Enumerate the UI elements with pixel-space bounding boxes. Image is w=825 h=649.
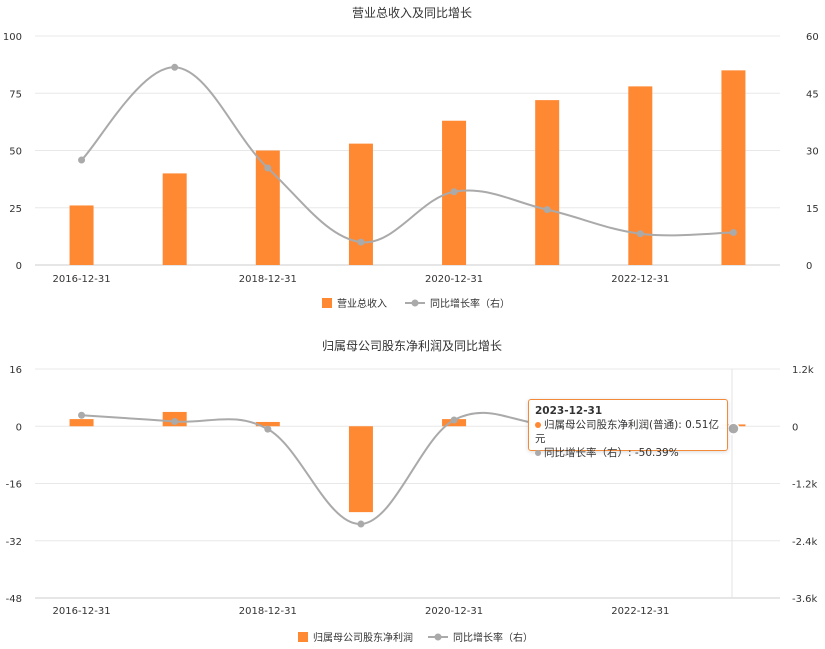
chart2-right-tick: -2.4k <box>792 537 818 548</box>
chart1-bar[interactable] <box>535 100 560 266</box>
chart1-bar[interactable] <box>162 173 187 265</box>
chart1-point[interactable] <box>636 230 644 238</box>
chart2-y-ticks: -48 -3.6k -32 -2.4k -16 -1.2k 0 0 16 1.2k <box>6 365 818 605</box>
tooltip: 2023-12-31 归属母公司股东净利润(普通): 0.51亿元 同比增长率（… <box>528 399 728 459</box>
chart1-x-ticks: 2016-12-31 2018-12-31 2020-12-31 2022-12-31 <box>53 274 670 285</box>
chart2-right-tick: -1.2k <box>792 480 818 491</box>
legend-line-marker <box>411 299 419 307</box>
chart1-points <box>78 63 737 246</box>
chart1-point[interactable] <box>450 188 458 196</box>
chart1-grid <box>35 35 780 266</box>
chart2-x-tick: 2020-12-31 <box>425 606 483 617</box>
chart2-right-tick: -3.6k <box>792 594 818 605</box>
tooltip-line-dot <box>535 450 541 456</box>
chart1-x-tick: 2016-12-31 <box>53 274 111 285</box>
chart1-right-tick: 45 <box>806 89 819 100</box>
chart1-point[interactable] <box>78 156 86 164</box>
chart1-bar[interactable] <box>69 205 94 265</box>
chart1-left-tick: 25 <box>9 204 22 215</box>
tooltip-row-growth: 同比增长率（右）: -50.39% <box>535 446 721 460</box>
chart1-right-tick: 60 <box>806 32 819 43</box>
chart2-left-tick: 16 <box>9 365 22 376</box>
chart1-left-tick: 100 <box>3 32 22 43</box>
chart2-point[interactable] <box>264 425 272 433</box>
chart2-title: 归属母公司股东净利润及同比增长 <box>322 339 502 353</box>
tooltip-title: 2023-12-31 <box>535 405 603 417</box>
chart1-x-tick: 2020-12-31 <box>425 274 483 285</box>
chart1-bar[interactable] <box>628 86 653 265</box>
chart2-left-tick: 0 <box>16 422 22 433</box>
chart1-bar[interactable] <box>348 143 373 265</box>
chart1-left-tick: 0 <box>16 261 22 272</box>
chart2-x-ticks: 2016-12-31 2018-12-31 2020-12-31 2022-12-31 <box>53 606 670 617</box>
chart1-left-tick: 50 <box>9 147 22 158</box>
chart1-bars <box>69 70 746 266</box>
chart2-bar[interactable] <box>348 426 373 513</box>
legend-bar-swatch <box>322 298 332 308</box>
chart1-right-tick: 30 <box>806 147 819 158</box>
chart2-right-tick: 0 <box>792 422 798 433</box>
chart1-point[interactable] <box>729 229 737 237</box>
tooltip-profit-text: 归属母公司股东净利润(普通): 0.51亿元 <box>535 419 719 445</box>
chart1-point[interactable] <box>264 164 272 172</box>
legend-growth-label: 同比增长率（右） <box>453 631 533 644</box>
chart2-x-tick: 2022-12-31 <box>611 606 669 617</box>
chart1-point[interactable] <box>171 63 179 71</box>
chart1-point[interactable] <box>357 238 365 246</box>
legend-revenue-label: 营业总收入 <box>337 297 387 310</box>
chart1-right-tick: 0 <box>806 261 812 272</box>
chart2-bar[interactable] <box>255 421 280 427</box>
chart2-point[interactable] <box>78 411 86 419</box>
tooltip-growth-text: 同比增长率（右）: -50.39% <box>544 447 679 459</box>
chart1-x-tick: 2022-12-31 <box>611 274 669 285</box>
chart2-point[interactable] <box>727 422 740 435</box>
chart2-x-tick: 2016-12-31 <box>53 606 111 617</box>
chart1-point[interactable] <box>543 206 551 214</box>
chart1-x-tick: 2018-12-31 <box>239 274 297 285</box>
legend-bar-swatch <box>298 632 308 642</box>
chart2-left-tick: -32 <box>6 537 22 548</box>
chart1-legend[interactable]: 营业总收入 同比增长率（右） <box>322 297 510 310</box>
chart2-legend[interactable]: 归属母公司股东净利润 同比增长率（右） <box>298 631 533 644</box>
chart1-y-ticks: 0 0 25 15 50 30 75 45 100 60 <box>3 32 819 272</box>
legend-profit-label: 归属母公司股东净利润 <box>313 631 413 644</box>
chart2-left-tick: -48 <box>6 594 22 605</box>
chart2-point[interactable] <box>357 520 365 528</box>
chart2-point[interactable] <box>171 417 179 425</box>
chart2-bar[interactable] <box>69 419 94 427</box>
tooltip-row-profit: 归属母公司股东净利润(普通): 0.51亿元 <box>535 418 721 446</box>
tooltip-bar-dot <box>535 422 541 428</box>
chart2-right-tick: 1.2k <box>792 365 814 376</box>
chart1-right-tick: 15 <box>806 204 819 215</box>
chart1-left-tick: 75 <box>9 89 22 100</box>
chart2-x-tick: 2018-12-31 <box>239 606 297 617</box>
chart1-title: 营业总收入及同比增长 <box>352 6 472 20</box>
legend-line-marker <box>434 633 442 641</box>
chart2-left-tick: -16 <box>6 480 22 491</box>
legend-growth-label: 同比增长率（右） <box>430 297 510 310</box>
chart2-point[interactable] <box>450 416 458 424</box>
